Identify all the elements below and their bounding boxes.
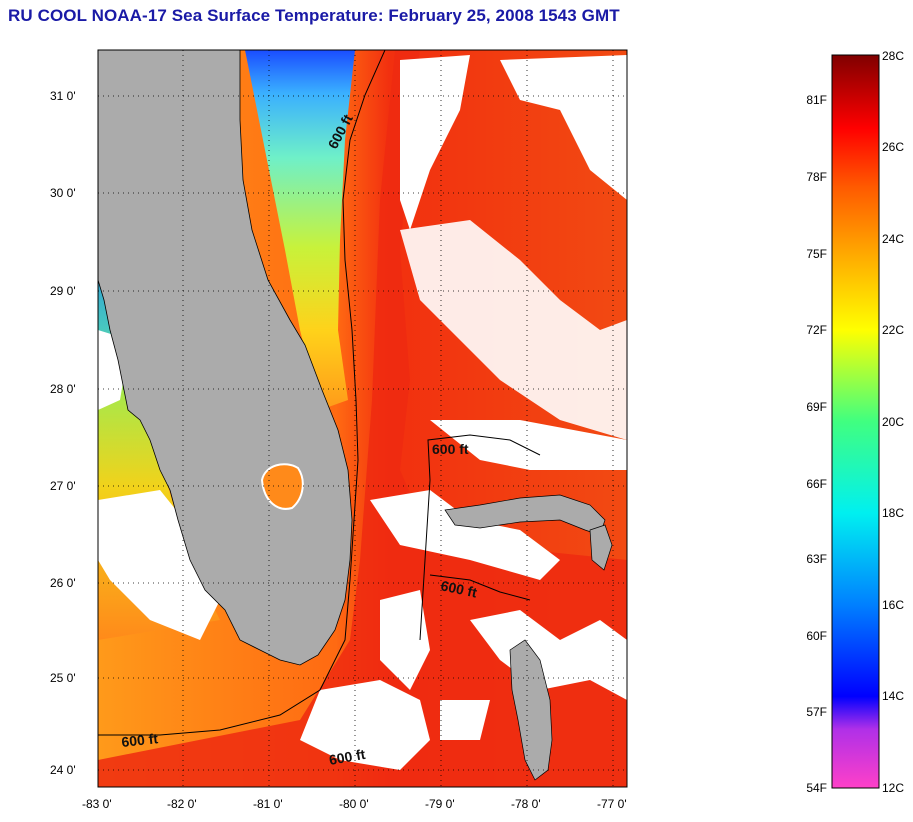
- colorbar-c-label: 18C: [882, 506, 904, 520]
- lat-label: 25 0': [50, 671, 76, 685]
- colorbar-c-label: 24C: [882, 232, 904, 246]
- map-area: [98, 50, 627, 787]
- longitude-axis: -83 0' -82 0' -81 0' -80 0' -79 0' -78 0…: [82, 797, 627, 811]
- colorbar-f-label: 69F: [806, 400, 827, 414]
- lat-label: 26 0': [50, 576, 76, 590]
- lat-label: 28 0': [50, 382, 76, 396]
- isobath-contour-bahamas-south: [429, 574, 531, 601]
- map-title: RU COOL NOAA-17 Sea Surface Temperature:…: [8, 6, 620, 25]
- lon-label: -82 0': [167, 797, 197, 811]
- lat-label: 31 0': [50, 89, 76, 103]
- contour-label-2: 600 ft: [432, 441, 469, 457]
- lon-label: -83 0': [82, 797, 112, 811]
- colorbar-c-label: 16C: [882, 598, 904, 612]
- colorbar-f-label: 54F: [806, 781, 827, 795]
- colorbar-f-label: 57F: [806, 705, 827, 719]
- colorbar-f-label: 81F: [806, 93, 827, 107]
- map-frame: [97, 49, 628, 788]
- isobath-contour-bahamas-north: [419, 434, 541, 641]
- lat-label: 24 0': [50, 763, 76, 777]
- lat-label: 30 0': [50, 186, 76, 200]
- lake-okeechobee: [260, 463, 304, 510]
- latitude-axis: 31 0' 30 0' 29 0' 28 0' 27 0' 26 0' 25 0…: [50, 89, 76, 777]
- abaco-land: [589, 524, 613, 571]
- colorbar-fahrenheit-labels: 81F 78F 75F 72F 69F 66F 63F 60F 57F 54F: [806, 93, 827, 795]
- colorbar-f-label: 66F: [806, 477, 827, 491]
- florida-land: [98, 50, 353, 666]
- graticule: [98, 50, 627, 787]
- colorbar-f-label: 72F: [806, 323, 827, 337]
- lon-label: -81 0': [253, 797, 283, 811]
- lon-label: -78 0': [511, 797, 541, 811]
- colorbar-c-label: 20C: [882, 415, 904, 429]
- lat-label: 29 0': [50, 284, 76, 298]
- cold-shelf-water: [245, 50, 355, 410]
- colorbar-f-label: 78F: [806, 170, 827, 184]
- contour-label-5: 600 ft: [328, 746, 367, 768]
- lon-label: -79 0': [425, 797, 455, 811]
- colorbar-f-label: 60F: [806, 629, 827, 643]
- colorbar-c-label: 28C: [882, 49, 904, 63]
- colorbar-f-label: 75F: [806, 247, 827, 261]
- colorbar-c-label: 26C: [882, 140, 904, 154]
- gulf-stream: [98, 50, 627, 787]
- colorbar-c-label: 14C: [882, 689, 904, 703]
- colorbar-celsius-labels: 28C 26C 24C 22C 20C 18C 16C 14C 12C: [882, 49, 904, 795]
- colorbar-c-label: 22C: [882, 323, 904, 337]
- colorbar-f-label: 63F: [806, 552, 827, 566]
- isobath-contour-florida: [98, 50, 386, 736]
- colorbar: 81F 78F 75F 72F 69F 66F 63F 60F 57F 54F …: [806, 49, 904, 795]
- contour-label-4: 600 ft: [121, 730, 159, 750]
- colorbar-scale: [831, 54, 880, 789]
- lon-label: -77 0': [597, 797, 627, 811]
- lon-label: -80 0': [339, 797, 369, 811]
- colorbar-c-label: 12C: [882, 781, 904, 795]
- contour-label-3: 600 ft: [439, 577, 478, 600]
- lat-label: 27 0': [50, 479, 76, 493]
